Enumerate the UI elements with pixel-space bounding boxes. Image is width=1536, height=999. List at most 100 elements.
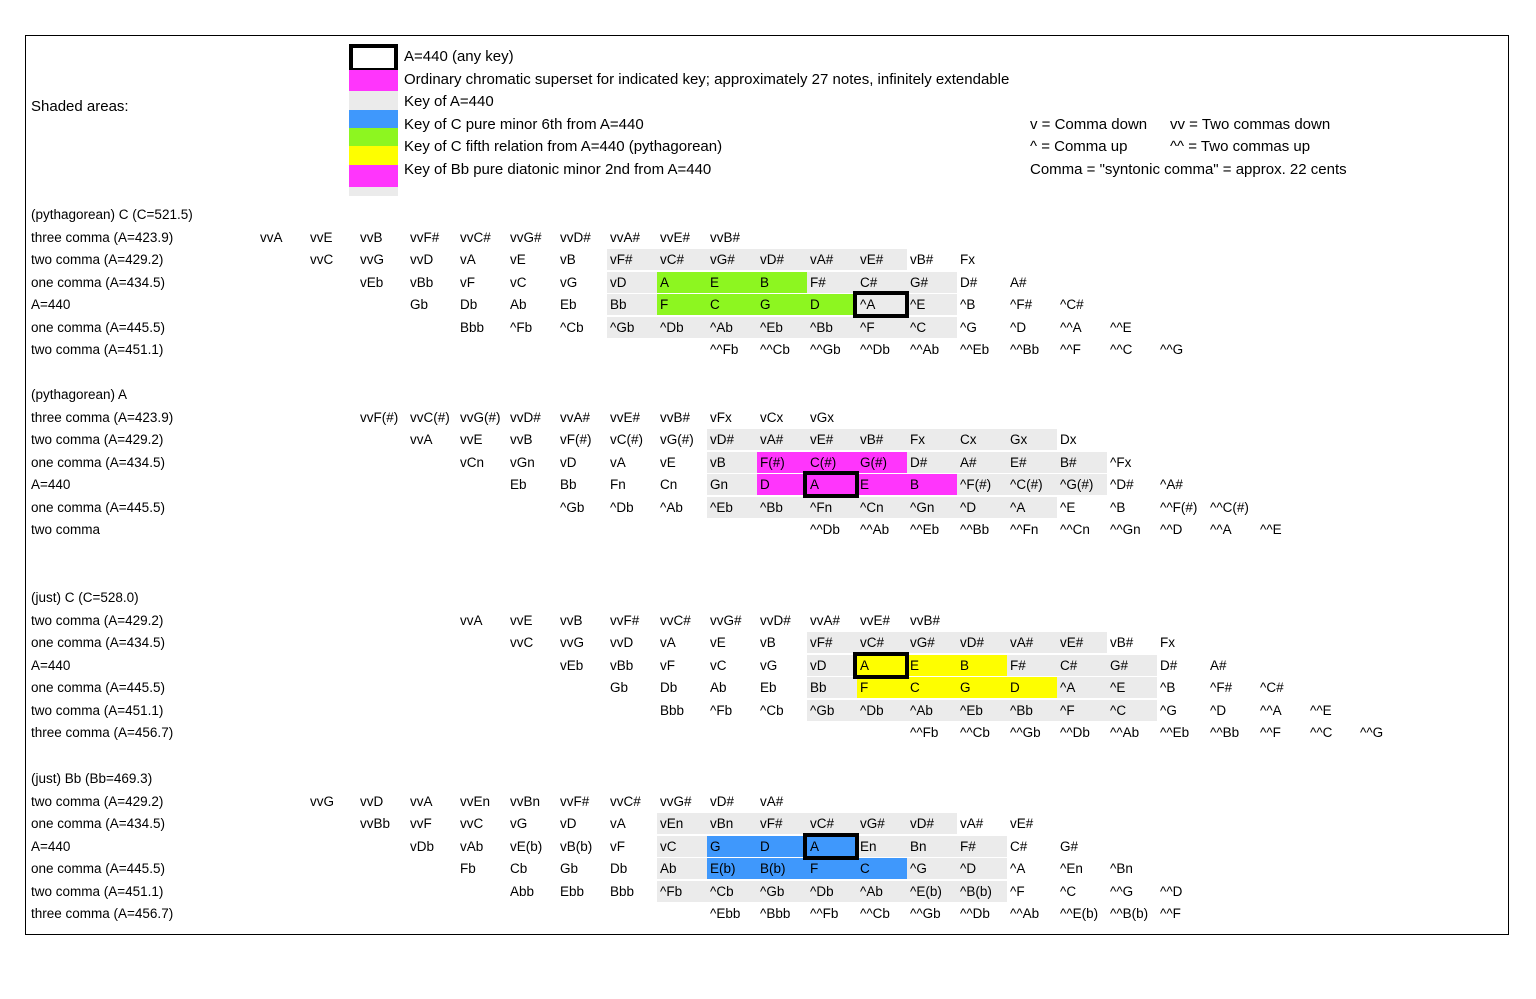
a440-marker-box bbox=[853, 651, 909, 679]
note-cell: vF bbox=[460, 274, 475, 290]
note-cell: vD# bbox=[757, 249, 807, 270]
note-cell: vBb bbox=[410, 274, 434, 290]
note-cell: ^^Eb bbox=[1160, 725, 1190, 740]
note-cell: ^Db bbox=[610, 499, 634, 515]
note-cell: vEb bbox=[560, 657, 584, 673]
note-cell: vA# bbox=[807, 249, 857, 270]
note-cell: vC bbox=[657, 835, 707, 857]
note-cell: C# bbox=[1010, 838, 1028, 854]
comma-note-left: ^ = Comma up bbox=[1030, 138, 1128, 155]
note-cell: ^^Eb bbox=[910, 522, 940, 537]
note-cell: D# bbox=[907, 451, 957, 473]
note-cell: En bbox=[857, 835, 907, 857]
note-cell: B bbox=[957, 654, 1007, 676]
section-title: (just) C (C=528.0) bbox=[31, 590, 139, 605]
note-cell: ^^C bbox=[1310, 725, 1333, 740]
note-cell: vD bbox=[560, 454, 577, 470]
note-cell: vvG# bbox=[660, 793, 692, 809]
note-cell: Fx bbox=[907, 429, 957, 450]
note-cell: ^^F(#) bbox=[1160, 499, 1198, 515]
note-cell: E bbox=[707, 271, 757, 293]
note-cell: vvA bbox=[410, 793, 433, 809]
note-cell: Bn bbox=[907, 835, 957, 857]
note-cell: vD# bbox=[707, 429, 757, 450]
row-label: A=440 bbox=[31, 477, 71, 492]
note-cell: vvC(#) bbox=[410, 409, 450, 425]
note-cell: vC bbox=[510, 274, 527, 290]
note-cell: vDb bbox=[410, 838, 435, 854]
row-label: two comma (A=429.2) bbox=[31, 612, 164, 628]
note-cell: G bbox=[707, 835, 757, 857]
note-cell: ^Cb bbox=[707, 880, 757, 902]
note-cell: vvD bbox=[360, 793, 384, 809]
note-cell: ^^Db bbox=[1060, 725, 1090, 740]
note-cell: B# bbox=[1057, 451, 1107, 473]
row-label: one comma (A=434.5) bbox=[31, 635, 165, 650]
note-cell: D# bbox=[960, 274, 978, 290]
note-cell: A# bbox=[1210, 657, 1227, 673]
note-cell: ^Fb bbox=[657, 880, 707, 902]
note-cell: vvBb bbox=[360, 816, 391, 831]
note-cell: ^^D bbox=[1160, 883, 1183, 899]
section-title: (just) Bb (Bb=469.3) bbox=[31, 771, 153, 786]
note-cell: ^^Bb bbox=[1010, 342, 1040, 357]
note-cell: ^E(b) bbox=[907, 880, 957, 902]
comma-note-line: v = Comma down vv = Two commas down bbox=[1030, 114, 1330, 136]
note-cell: ^Eb bbox=[707, 496, 757, 518]
note-cell: ^^Cb bbox=[760, 342, 790, 357]
note-cell: vB# bbox=[1110, 635, 1134, 650]
note-cell: ^^F bbox=[1160, 906, 1181, 921]
note-cell: vvE bbox=[460, 432, 483, 447]
row-label: one comma (A=445.5) bbox=[31, 499, 165, 515]
note-cell: ^^Ab bbox=[1010, 906, 1040, 921]
row-label: one comma (A=434.5) bbox=[31, 816, 165, 831]
note-cell: C# bbox=[1057, 654, 1107, 676]
note-cell: ^^E(b) bbox=[1060, 906, 1099, 921]
note-cell: vC# bbox=[657, 249, 707, 270]
note-cell: vvG bbox=[360, 252, 385, 267]
gray-tail-swatch bbox=[349, 187, 398, 196]
note-cell: F bbox=[657, 294, 707, 315]
note-cell: vvEn bbox=[460, 793, 491, 809]
note-cell: Fx bbox=[960, 252, 975, 267]
legend-line: A=440 (any key) bbox=[404, 48, 514, 65]
note-cell: ^^E bbox=[1110, 319, 1132, 335]
note-cell: vA bbox=[610, 454, 626, 470]
note-cell: ^Bb bbox=[807, 316, 857, 338]
note-cell: vvA bbox=[260, 229, 283, 245]
note-cell: ^^A bbox=[1210, 522, 1232, 537]
note-cell: vA bbox=[610, 816, 626, 831]
note-cell: ^D bbox=[1010, 319, 1027, 335]
note-cell: ^^Ab bbox=[910, 342, 940, 357]
note-cell: ^^F bbox=[1260, 725, 1281, 740]
note-cell: vGx bbox=[810, 409, 835, 425]
note-cell: vC bbox=[710, 657, 727, 673]
note-cell: vvF bbox=[410, 816, 432, 831]
row-label: two comma bbox=[31, 522, 101, 537]
note-cell: ^Cn bbox=[857, 496, 907, 518]
note-cell: vvC bbox=[310, 252, 334, 267]
note-cell: ^Ab bbox=[907, 699, 957, 721]
row-label: A=440 bbox=[31, 297, 71, 312]
note-cell: vG# bbox=[707, 249, 757, 270]
note-cell: ^Cb bbox=[560, 319, 584, 335]
note-cell: vB# bbox=[857, 429, 907, 450]
section-title: (pythagorean) C (C=521.5) bbox=[31, 207, 193, 222]
row-label: two comma (A=451.1) bbox=[31, 883, 164, 899]
note-cell: Ab bbox=[657, 858, 707, 879]
note-cell: vF bbox=[610, 838, 625, 854]
note-cell: vF# bbox=[607, 249, 657, 270]
row-label: two comma (A=429.2) bbox=[31, 793, 164, 809]
note-cell: B bbox=[757, 271, 807, 293]
note-cell: Eb bbox=[560, 297, 577, 312]
note-cell: vB# bbox=[910, 252, 934, 267]
note-cell: vvD# bbox=[560, 229, 591, 245]
note-cell: vB bbox=[560, 252, 576, 267]
note-cell: ^^D bbox=[1160, 522, 1183, 537]
note-cell: A bbox=[807, 835, 857, 857]
note-cell: ^G(#) bbox=[1057, 474, 1107, 495]
note-cell: vvE bbox=[510, 612, 533, 628]
note-cell: vvB bbox=[510, 432, 533, 447]
note-cell: ^^Ab bbox=[860, 522, 890, 537]
note-cell: ^G bbox=[960, 319, 977, 335]
